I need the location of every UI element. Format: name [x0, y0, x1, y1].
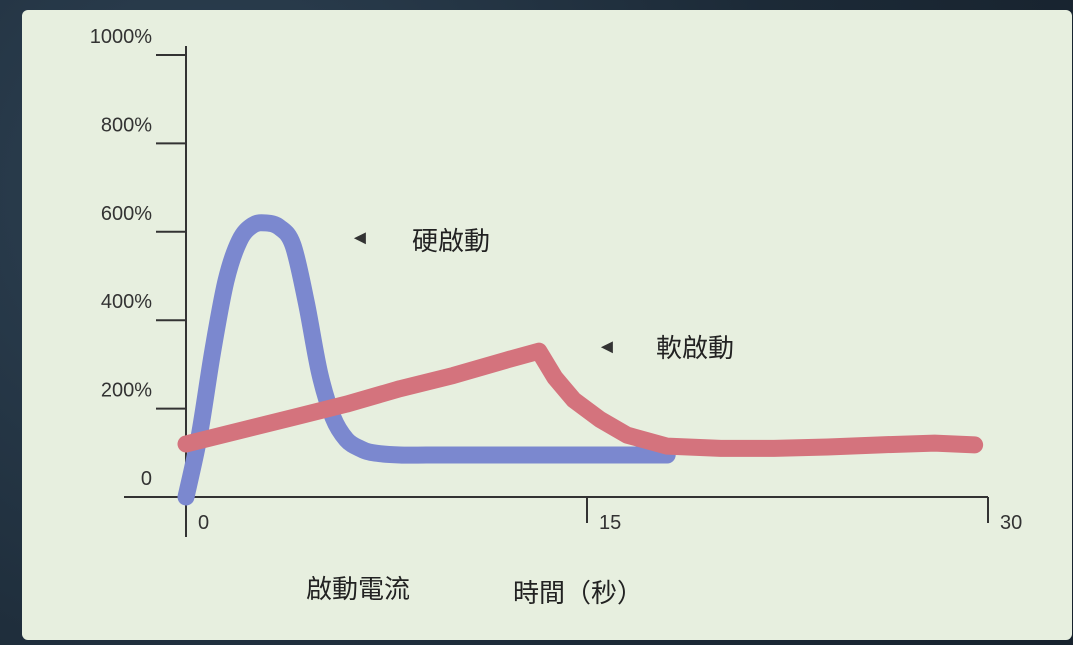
- y-tick-label: 0: [141, 468, 152, 490]
- y-tick-label: 600%: [101, 203, 152, 225]
- axes: [124, 46, 989, 537]
- hard-start-line: [177, 214, 676, 506]
- y-tick-label: 1000%: [90, 26, 152, 48]
- y-tick-label: 200%: [101, 380, 152, 402]
- annotation-arrow-icon: ◄: [597, 336, 617, 358]
- soft-start-line: [177, 342, 984, 457]
- chart-panel: [22, 10, 1072, 640]
- soft-start-label: 軟啟動: [656, 334, 734, 364]
- x-tick-label: 0: [198, 512, 209, 534]
- y-tick-label: 400%: [101, 291, 152, 313]
- series-layer: [177, 214, 984, 506]
- y-axis-title: 啟動電流: [306, 575, 410, 605]
- x-tick-label: 15: [599, 512, 621, 534]
- x-axis-title: 時間（秒）: [513, 579, 643, 609]
- annotation-arrow-icon: ◄: [350, 227, 370, 249]
- hard-start-label: 硬啟動: [412, 227, 490, 257]
- y-tick-label: 800%: [101, 114, 152, 136]
- x-tick-label: 30: [1000, 512, 1022, 534]
